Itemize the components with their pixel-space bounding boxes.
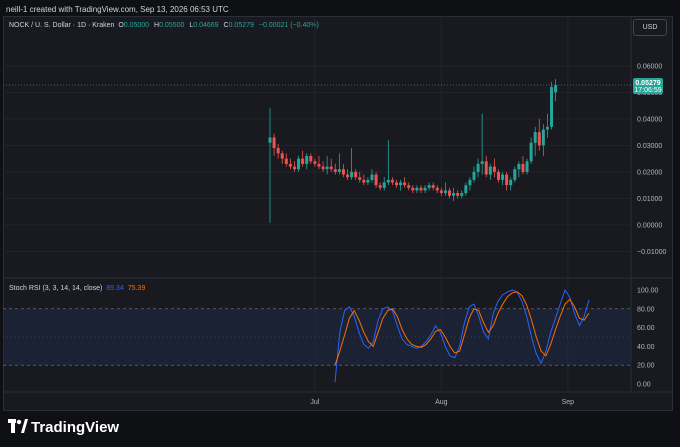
close-value: 0.05279 <box>228 22 254 29</box>
low-label: L <box>189 22 194 29</box>
currency-button[interactable]: USD <box>633 19 667 36</box>
brand-name: TradingView <box>31 419 120 436</box>
chart-panel <box>3 16 673 411</box>
footer-bar <box>0 411 680 447</box>
chart-caption: neill-1 created with TradingView.com, Se… <box>6 5 229 14</box>
symbol-legend: NOCK / U. S. Dollar · 1D · Kraken O0.050… <box>9 22 322 29</box>
high-value: 0.05500 <box>159 22 185 29</box>
change-value: −0.00021 (−0.40%) <box>258 22 319 29</box>
stoch-rsi-label: Stoch RSI (3, 3, 14, 14, close) <box>9 285 103 292</box>
brand-logo[interactable]: TradingView <box>8 419 119 436</box>
tradingview-logo-icon <box>8 419 28 433</box>
stoch-rsi-k-value: 89.34 <box>106 285 124 292</box>
open-label: O <box>118 22 124 29</box>
high-label: H <box>154 22 160 29</box>
open-value: 0.05000 <box>123 22 150 29</box>
low-value: 0.04669 <box>193 22 219 29</box>
close-label: C <box>223 22 229 29</box>
stoch-rsi-legend: Stoch RSI (3, 3, 14, 14, close) 89.34 75… <box>9 285 145 292</box>
symbol-name: NOCK / U. S. Dollar · 1D · Kraken <box>9 22 115 29</box>
stoch-rsi-d-value: 75.39 <box>127 285 146 292</box>
